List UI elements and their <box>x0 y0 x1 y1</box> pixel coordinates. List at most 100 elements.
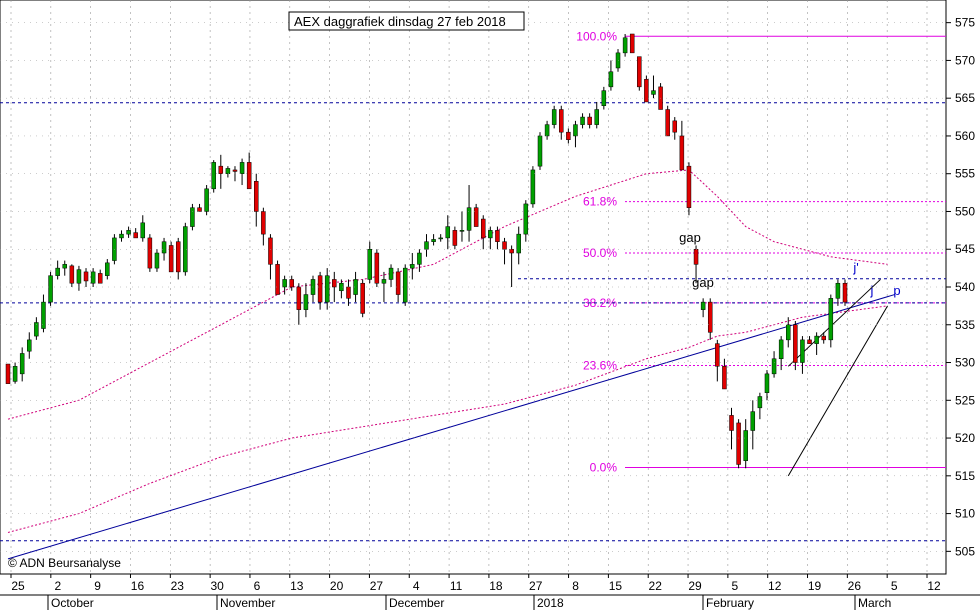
candle-body <box>197 207 202 212</box>
x-axis-month-label: February <box>706 596 754 610</box>
y-axis-label: 530 <box>955 356 975 370</box>
candle-body <box>133 232 138 239</box>
x-axis-day-label: 20 <box>330 579 344 593</box>
candle-body <box>516 233 521 254</box>
x-axis-day-label: 18 <box>489 579 503 593</box>
candle-body <box>76 269 82 284</box>
y-axis-label: 515 <box>955 469 975 483</box>
y-axis-label: 550 <box>955 204 975 218</box>
x-axis-day-label: 22 <box>649 579 663 593</box>
y-axis-label: 520 <box>955 431 975 445</box>
fib-level-label: 0.0% <box>590 461 618 475</box>
candle-body <box>466 207 472 231</box>
candle-body <box>211 162 216 190</box>
fib-level-label: 23.6% <box>583 359 617 373</box>
candle-body <box>183 226 188 273</box>
x-axis-month-label: October <box>51 596 94 610</box>
candle-body <box>601 90 607 106</box>
candle-body <box>154 252 160 269</box>
candle-body <box>353 279 358 295</box>
candle-body <box>842 282 848 303</box>
candle-body <box>289 279 294 288</box>
candle-body <box>204 188 209 212</box>
candle-body <box>452 230 458 246</box>
candle-body <box>367 248 373 280</box>
candle-body <box>190 207 195 227</box>
candle-body <box>651 90 656 95</box>
x-axis-day-label: 19 <box>808 579 822 593</box>
candle-body <box>275 264 280 295</box>
annotation-label: gap <box>692 275 714 290</box>
candle-body <box>523 203 529 235</box>
y-axis-label: 560 <box>955 129 975 143</box>
watermark-label: © ADN Beursanalyse <box>8 556 121 570</box>
x-axis-day-label: 13 <box>290 579 304 593</box>
candle-body <box>339 282 344 292</box>
candle-body <box>296 286 302 310</box>
candle-body <box>239 162 245 174</box>
candle-body <box>757 396 763 409</box>
candle-body <box>168 245 174 273</box>
fib-level-label: 50.0% <box>583 246 617 260</box>
candle-body <box>488 230 493 239</box>
candle-body <box>835 282 841 299</box>
candle-body <box>90 271 96 284</box>
x-axis-day-label: 5 <box>732 579 739 593</box>
candle-body <box>119 233 124 239</box>
candle-body <box>778 339 784 359</box>
candle-body <box>480 218 486 239</box>
candle-body <box>750 411 756 431</box>
x-axis-day-label: 26 <box>848 579 862 593</box>
candle-body <box>807 339 812 344</box>
x-axis-month-label: March <box>858 596 891 610</box>
trendline <box>787 305 888 477</box>
x-axis-day-label: 15 <box>609 579 623 593</box>
y-axis-label: 545 <box>955 242 975 256</box>
candle-body <box>140 222 146 239</box>
chart-title: AEX daggrafiek dinsdag 27 feb 2018 <box>294 14 506 29</box>
candle-body <box>34 322 39 337</box>
candle-body <box>41 301 46 329</box>
candle-body <box>566 131 571 140</box>
candle-body <box>771 358 777 375</box>
candle-body <box>438 237 443 240</box>
candle-body <box>793 324 798 363</box>
candle-body <box>254 181 259 212</box>
x-axis-day-label: 16 <box>131 579 145 593</box>
candle-body <box>55 267 60 276</box>
x-axis-month-label: December <box>389 596 444 610</box>
candle-body <box>686 165 692 208</box>
candle-body <box>722 366 727 390</box>
candle-body <box>736 422 741 465</box>
fib-level-label: 100.0% <box>576 29 617 43</box>
candle-body <box>594 109 599 125</box>
annotation-label: gap <box>679 230 701 245</box>
x-axis-day-label: 9 <box>94 579 101 593</box>
x-axis-day-label: 30 <box>210 579 224 593</box>
candle-body <box>62 264 67 269</box>
candle-body <box>559 109 564 133</box>
candle-body <box>147 237 153 269</box>
candle-body <box>324 275 330 303</box>
candle-body <box>580 116 585 125</box>
candle-body <box>346 286 351 299</box>
candle-body <box>509 248 514 254</box>
chart-title-box <box>288 11 525 31</box>
x-axis-month-label: 2018 <box>537 596 564 610</box>
candle-body <box>246 162 252 190</box>
candle-body <box>431 239 436 242</box>
candle-body <box>800 339 805 363</box>
y-axis-label: 555 <box>955 167 975 181</box>
candle-body <box>268 237 273 265</box>
x-axis-day-label: 12 <box>768 579 782 593</box>
candle-body <box>19 353 25 375</box>
candle-body <box>700 301 706 310</box>
candle-body <box>665 109 670 137</box>
x-axis-day-label: 8 <box>572 579 579 593</box>
candle-body <box>48 275 53 303</box>
candle-body <box>573 124 578 137</box>
candle-body <box>218 165 224 174</box>
plot-area <box>0 0 947 575</box>
